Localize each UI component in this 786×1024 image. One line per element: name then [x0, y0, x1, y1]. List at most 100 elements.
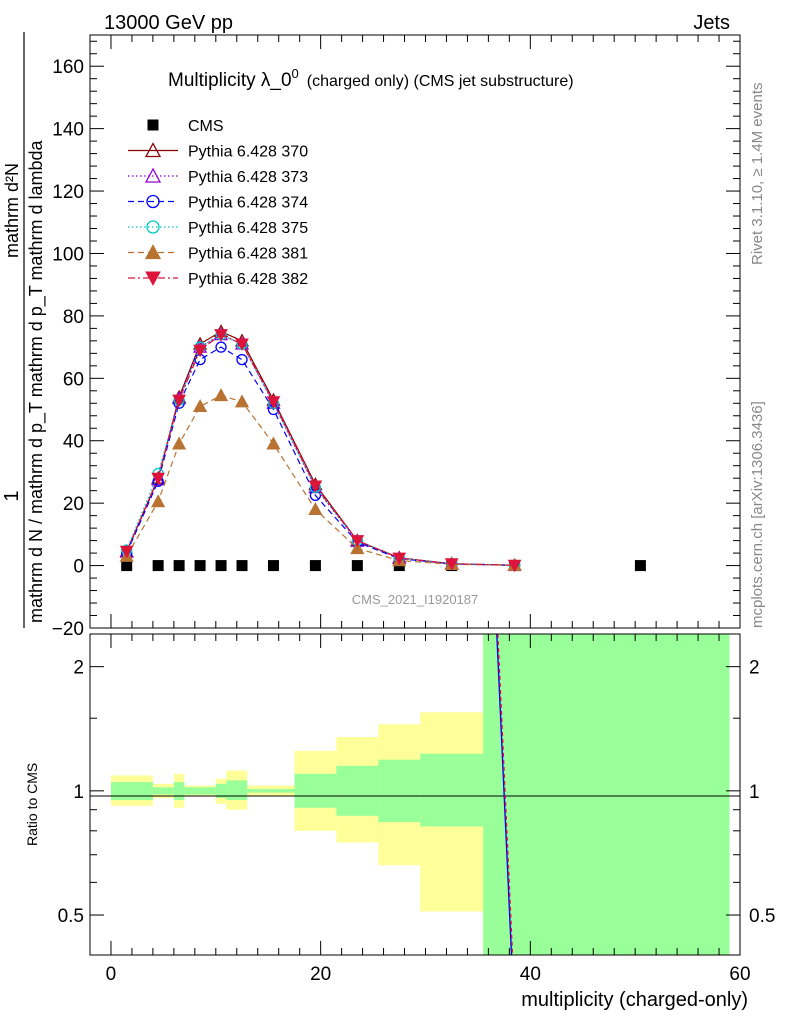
main-y-tick-label: 100: [52, 244, 84, 265]
data-point-triangle: [234, 394, 250, 408]
legend: CMS Pythia 6.428 370 Pythia 6.428 373 Pythi…: [128, 118, 308, 288]
data-point-triangle-down: [151, 472, 165, 486]
series-pythia-6-428-374: [121, 341, 521, 571]
data-point-triangle: [172, 436, 187, 450]
main-y-tick-label: 40: [63, 432, 84, 453]
main-plot-marks: [119, 324, 646, 573]
data-point-square: [121, 560, 133, 572]
ratio-plot-panel: 0.5 0.5 1 1 2 2 0 20 40 60 Ratio to CMS multipli…: [24, 633, 775, 1011]
ratio-series-lines: [496, 633, 514, 956]
rivet-label: Rivet 3.1.10, ≥ 1.4M events: [749, 83, 766, 266]
mcplots-label: mcplots.cern.ch [arXiv:1306.3436]: [749, 401, 766, 628]
data-point-square: [147, 119, 159, 131]
main-x-axis: [110, 35, 741, 628]
data-point-triangle: [266, 436, 281, 450]
data-point-triangle-down: [214, 329, 228, 342]
analysis-watermark: CMS_2021_I1920187: [352, 592, 479, 607]
ratio-band-green: [257, 789, 295, 793]
data-point-triangle-down: [193, 344, 207, 358]
main-y-axis: −20 0 20 40 60 80 100 120 140 160: [52, 40, 740, 640]
ratio-band-green: [142, 782, 153, 801]
x-tick-label: 60: [729, 964, 750, 985]
data-point-triangle-down: [350, 535, 365, 548]
ratio-y-tick-label: 0.5: [58, 906, 84, 927]
ratio-band-green: [173, 782, 185, 801]
ratio-band-green: [110, 782, 143, 801]
data-point-triangle-down: [235, 338, 249, 352]
legend-entry: Pythia 6.428 382: [128, 271, 308, 288]
data-point-square: [236, 560, 248, 572]
ratio-y-axis: 0.5 0.5 1 1 2 2: [58, 658, 775, 956]
title-superscript: 0: [292, 66, 299, 81]
y-axis-label-d2n: mathrm d²N: [2, 163, 22, 258]
ratio-y-tick-label: 1: [73, 782, 84, 803]
data-point-square: [634, 560, 646, 572]
data-point-circle: [236, 353, 248, 366]
main-y-tick-label: 20: [63, 494, 84, 515]
series-line: [126, 333, 515, 566]
data-point-triangle: [144, 142, 162, 158]
legend-label: Pythia 6.428 375: [188, 220, 308, 237]
data-point-triangle-down: [119, 545, 134, 559]
data-point-square: [309, 560, 321, 572]
series-line: [126, 394, 515, 566]
data-point-square: [267, 560, 279, 572]
ratio-band-green: [294, 773, 337, 808]
ratio-y-tick-label-right: 1: [749, 782, 760, 803]
data-point-triangle: [308, 502, 323, 516]
x-axis-label: multiplicity (charged-only): [521, 989, 748, 1011]
legend-label: Pythia 6.428 373: [188, 169, 308, 186]
main-y-tick-label: 0: [73, 557, 84, 578]
ratio-plot-frame: [89, 633, 741, 956]
legend-entry: Pythia 6.428 373: [128, 167, 308, 186]
data-point-circle: [215, 341, 227, 353]
data-point-triangle-down: [308, 480, 323, 494]
series-line: [126, 333, 515, 566]
data-point-triangle: [144, 167, 162, 183]
ratio-y-tick-label-right: 2: [749, 658, 760, 679]
main-y-tick-label: 120: [52, 182, 84, 203]
legend-entry: Pythia 6.428 375: [128, 220, 308, 237]
data-point-circle: [146, 194, 160, 209]
main-plot-panel: −20 0 20 40 60 80 100 120 140 160 Multiplicity λ_…: [1, 32, 741, 640]
legend-label: Pythia 6.428 374: [188, 195, 308, 212]
data-point-triangle-down: [392, 552, 407, 566]
main-y-tick-label: 140: [52, 120, 84, 141]
ratio-band-green: [378, 759, 421, 823]
main-title: Multiplicity λ_00 (charged only) (CMS jet…: [168, 66, 574, 91]
header-category: Jets: [693, 12, 730, 34]
ratio-y-tick-label: 2: [73, 658, 84, 679]
data-point-triangle: [350, 541, 365, 555]
ratio-y-tick-label-right: 0.5: [749, 906, 775, 927]
series-pythia-6-428-381: [119, 388, 522, 571]
ratio-band-green: [194, 787, 216, 795]
legend-label: Pythia 6.428 382: [188, 271, 308, 288]
main-y-tick-label: −20: [52, 619, 84, 640]
data-point-triangle-down: [444, 558, 459, 571]
series-line: [126, 346, 515, 566]
y-axis-label-denominator: mathrm d N / mathrm d p_T mathrm d p_T m…: [26, 140, 47, 623]
data-point-square: [215, 560, 227, 572]
ratio-y-axis-label: Ratio to CMS: [24, 763, 40, 846]
main-y-tick-label: 160: [52, 57, 84, 78]
legend-entry: Pythia 6.428 370: [128, 142, 308, 161]
series-cms: [121, 560, 646, 572]
data-point-triangle: [151, 494, 166, 508]
main-plot-frame: [89, 34, 741, 629]
ratio-band-green: [420, 753, 484, 827]
ratio-band-green: [336, 765, 379, 816]
data-point-square: [351, 560, 363, 572]
legend-entry: CMS: [147, 118, 224, 135]
data-point-triangle-down: [145, 271, 161, 287]
x-tick-label: 0: [106, 964, 117, 985]
data-point-triangle: [213, 388, 229, 402]
x-tick-label: 40: [520, 964, 541, 985]
y-axis-label-numerator: 1: [1, 490, 23, 501]
data-point-triangle-down: [172, 394, 186, 408]
title-main: Multiplicity λ_0: [168, 70, 292, 91]
legend-entry: Pythia 6.428 374: [128, 195, 308, 212]
legend-label: Pythia 6.428 381: [188, 246, 308, 263]
legend-label: CMS: [188, 118, 224, 135]
ratio-band-green: [152, 787, 174, 795]
